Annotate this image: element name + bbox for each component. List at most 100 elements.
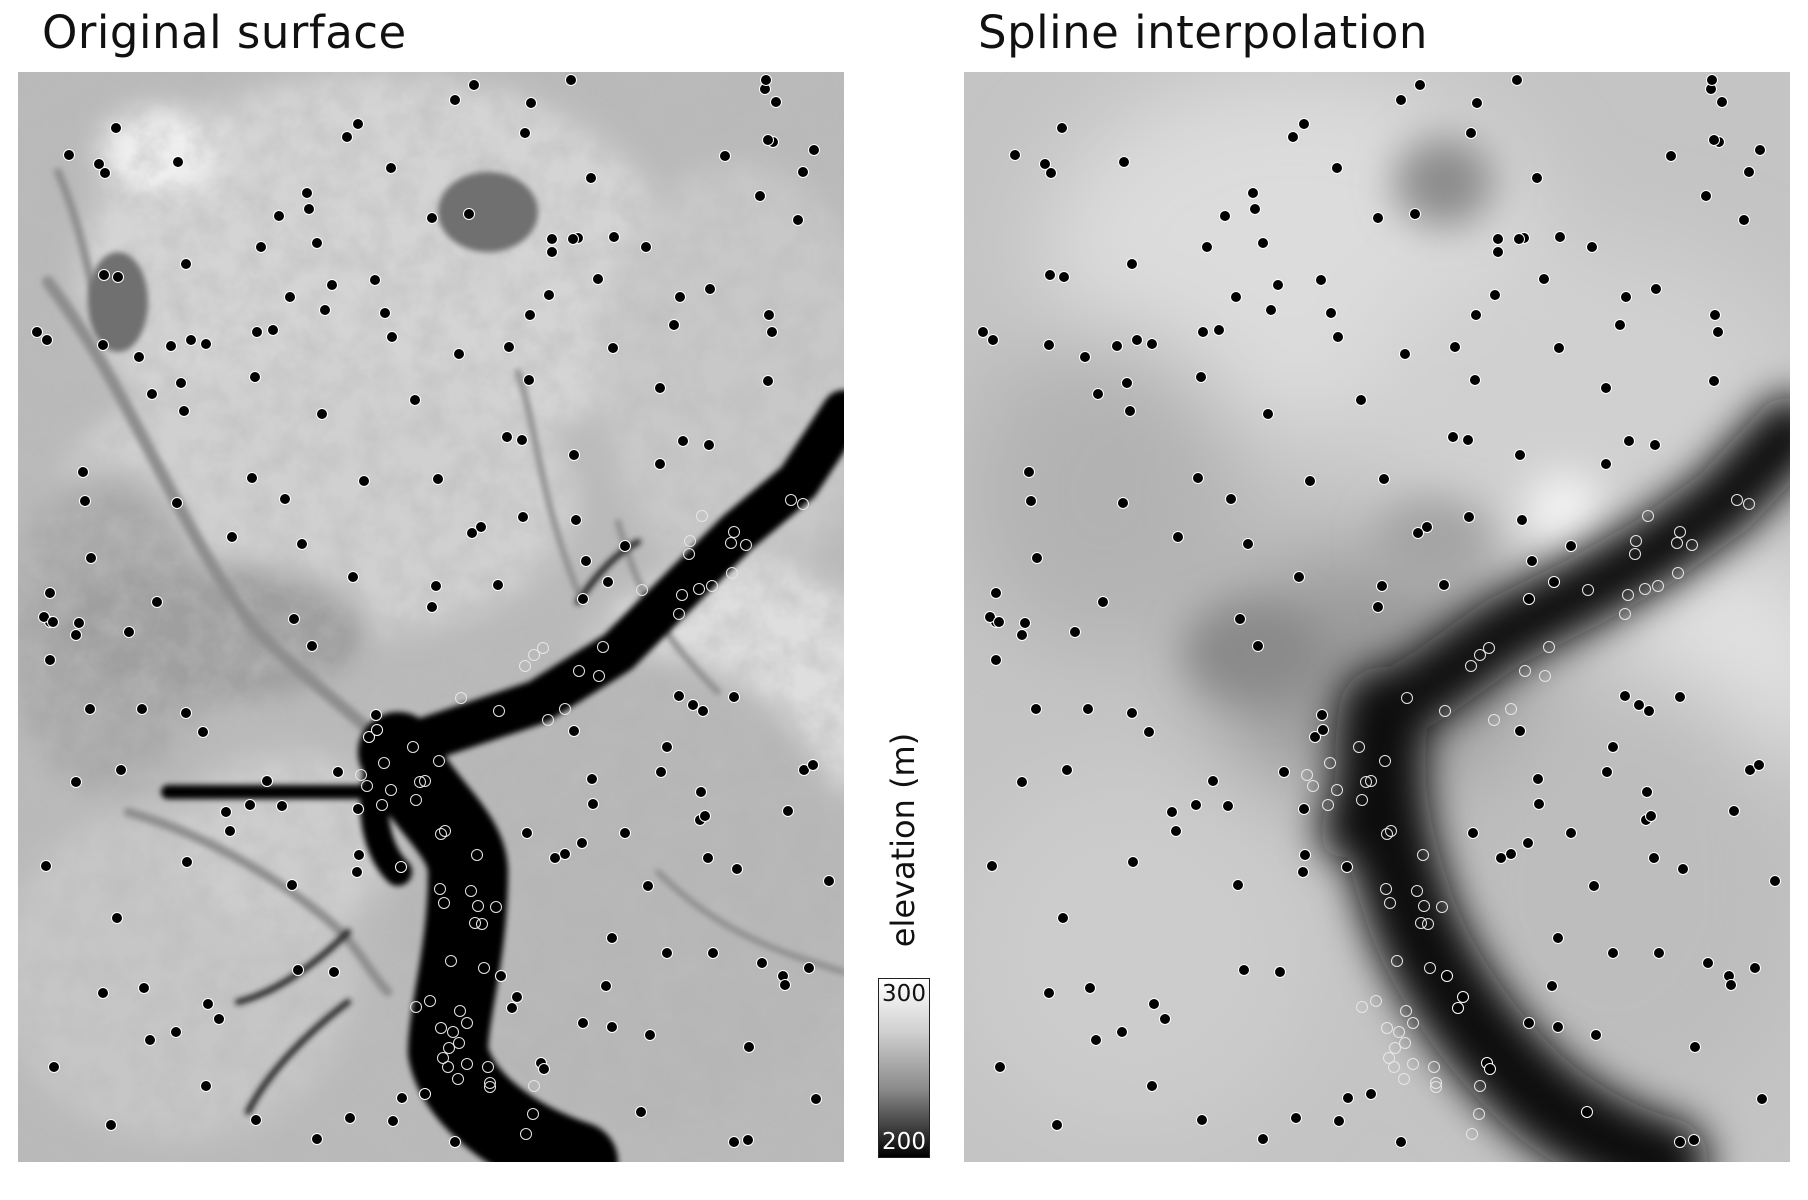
- sample-point-marker: [196, 726, 209, 739]
- sample-point-marker: [1016, 776, 1029, 789]
- sample-point-marker: [481, 1060, 494, 1073]
- sample-point-marker: [641, 879, 654, 892]
- sample-point-marker: [1225, 493, 1238, 506]
- sample-point-marker: [1600, 381, 1613, 394]
- sample-point-marker: [1262, 407, 1275, 420]
- sample-point-marker: [494, 970, 507, 983]
- sample-point-marker: [802, 961, 815, 974]
- sample-point-marker: [740, 539, 753, 552]
- sample-point-marker: [99, 167, 112, 180]
- sample-point-marker: [377, 757, 390, 770]
- sample-point-marker: [1742, 166, 1755, 179]
- sample-point-marker: [1380, 1021, 1393, 1034]
- sample-point-marker: [1322, 799, 1335, 812]
- sample-point-marker: [606, 342, 619, 355]
- sample-point-marker: [525, 96, 538, 109]
- sample-point-marker: [1607, 947, 1620, 960]
- sample-point-marker: [371, 724, 384, 737]
- sample-point-marker: [1429, 1076, 1442, 1089]
- right-panel-title: Spline interpolation: [978, 6, 1428, 59]
- sample-point-marker: [43, 654, 56, 666]
- sample-point-marker: [1232, 878, 1244, 891]
- sample-point-marker: [483, 1076, 496, 1089]
- sample-point-marker: [384, 784, 397, 797]
- sample-point-marker: [1686, 539, 1699, 552]
- sample-point-marker: [1078, 350, 1091, 363]
- sample-point-marker: [112, 271, 125, 284]
- sample-point-marker: [572, 664, 585, 677]
- sample-point-marker: [644, 1028, 657, 1041]
- sample-point-marker: [275, 800, 288, 813]
- sample-point-marker: [1379, 883, 1392, 896]
- sample-point-marker: [1629, 534, 1642, 547]
- sample-point-marker: [1472, 1108, 1485, 1121]
- sample-point-marker: [502, 340, 515, 353]
- sample-point-marker: [1330, 784, 1343, 797]
- sample-point-marker: [585, 772, 598, 785]
- sample-point-marker: [202, 997, 215, 1010]
- sample-point-marker: [1438, 579, 1451, 592]
- original-surface-raster: [18, 72, 844, 1162]
- sample-point-marker: [618, 540, 631, 553]
- sample-point-marker: [84, 552, 97, 565]
- sample-point-marker: [1552, 342, 1565, 355]
- sample-point-marker: [585, 171, 598, 184]
- sample-point-marker: [226, 531, 239, 544]
- sample-point-marker: [1390, 955, 1403, 968]
- sample-point-marker: [1051, 1118, 1064, 1131]
- sample-point-marker: [319, 304, 332, 317]
- sample-point-marker: [1516, 514, 1529, 527]
- sample-point-marker: [1256, 1133, 1269, 1146]
- sample-point-marker: [1474, 1080, 1487, 1093]
- sample-point-marker: [199, 337, 212, 350]
- sample-point-marker: [261, 774, 274, 787]
- sample-point-marker: [471, 899, 484, 912]
- sample-point-marker: [568, 724, 581, 737]
- sample-point-marker: [770, 95, 783, 108]
- sample-point-marker: [1256, 236, 1269, 249]
- sample-point-marker: [1585, 240, 1598, 253]
- sample-point-marker: [1399, 347, 1412, 360]
- sample-point-marker: [442, 1061, 455, 1074]
- sample-point-marker: [1712, 325, 1725, 338]
- sample-point-marker: [1724, 978, 1737, 991]
- sample-point-marker: [1298, 117, 1311, 130]
- sample-point-marker: [576, 1016, 589, 1029]
- sample-point-marker: [1126, 856, 1139, 869]
- sample-point-marker: [30, 325, 43, 338]
- sample-point-marker: [1042, 338, 1055, 351]
- sample-point-marker: [1289, 1112, 1302, 1125]
- sample-point-marker: [528, 648, 541, 661]
- sample-point-marker: [418, 775, 431, 788]
- sample-point-marker: [1716, 95, 1729, 108]
- sample-point-marker: [1448, 340, 1461, 353]
- sample-point-marker: [1674, 691, 1687, 704]
- sample-point-marker: [451, 1072, 464, 1085]
- sample-point-marker: [686, 699, 699, 712]
- sample-point-marker: [1688, 1040, 1701, 1053]
- sample-point-marker: [1618, 607, 1631, 620]
- sample-point-marker: [1551, 1020, 1564, 1033]
- sample-point-marker: [549, 851, 562, 864]
- sample-point-marker: [48, 1060, 61, 1073]
- sample-point-marker: [110, 912, 123, 925]
- sample-point-marker: [132, 350, 145, 363]
- sample-point-marker: [1674, 1136, 1687, 1149]
- sample-point-marker: [1581, 583, 1594, 596]
- sample-point-marker: [1252, 639, 1265, 652]
- sample-point-marker: [597, 641, 610, 654]
- sample-point-marker: [63, 148, 76, 161]
- sample-point-marker: [785, 494, 797, 507]
- sample-point-marker: [576, 836, 589, 849]
- sample-point-marker: [1024, 495, 1037, 508]
- left-sample-points: [18, 72, 844, 1162]
- sample-point-marker: [1446, 430, 1459, 443]
- sample-point-marker: [1394, 93, 1407, 106]
- sample-point-marker: [1707, 375, 1720, 388]
- sample-point-marker: [273, 209, 286, 222]
- sample-point-marker: [1465, 659, 1478, 672]
- sample-point-marker: [753, 190, 766, 203]
- sample-point-marker: [1417, 848, 1430, 861]
- sample-point-marker: [667, 319, 680, 332]
- sample-point-marker: [796, 166, 809, 179]
